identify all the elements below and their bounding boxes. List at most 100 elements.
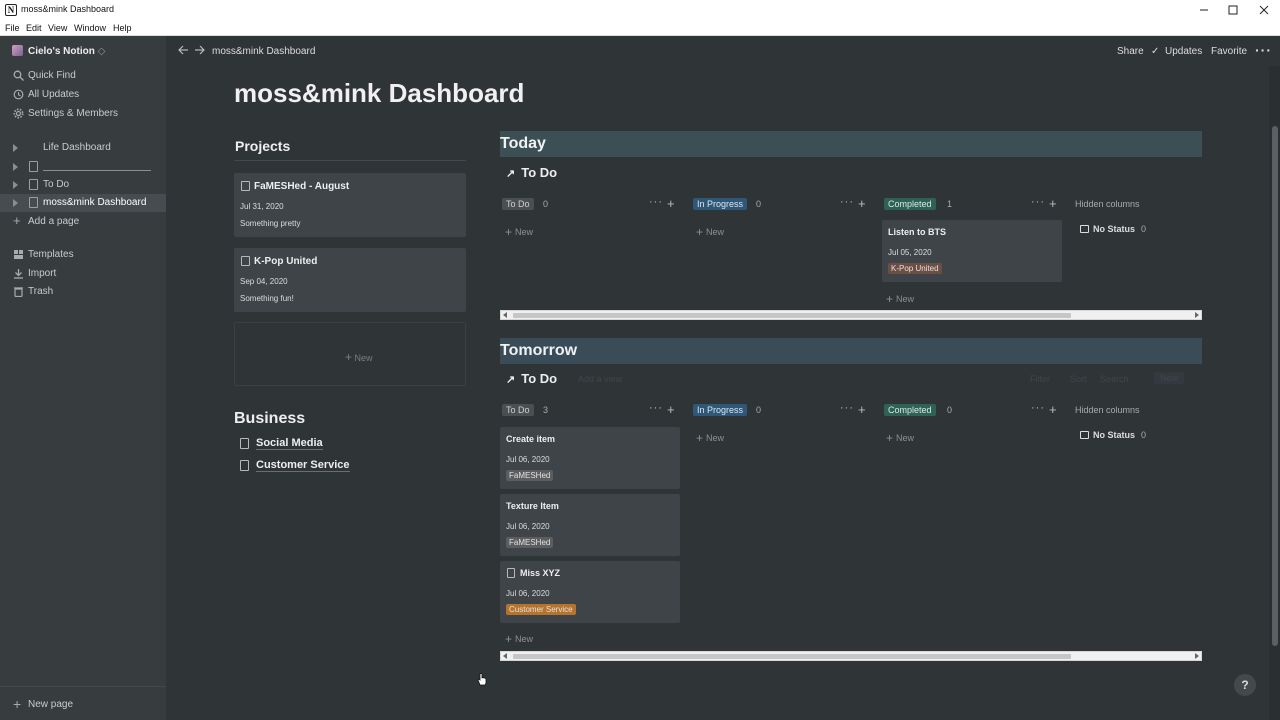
board-new-button[interactable]: + New <box>886 292 915 306</box>
scroll-right-arrow-icon <box>1195 653 1199 659</box>
menu-file[interactable]: File <box>5 23 20 33</box>
sidebar-item-quick-find[interactable]: Quick Find <box>0 67 166 85</box>
maximize-icon[interactable] <box>1226 3 1240 17</box>
column-header-in-progress: In Progress 0 ··· + <box>693 402 869 418</box>
plus-icon: + <box>696 225 704 239</box>
vertical-scrollbar[interactable] <box>1269 66 1280 720</box>
more-icon[interactable]: ··· <box>1031 196 1045 208</box>
sidebar-page-life-dashboard[interactable]: Life Dashboard <box>0 139 166 157</box>
search-button[interactable]: Search <box>1100 374 1129 384</box>
plus-icon[interactable]: + <box>667 402 675 417</box>
tag-chip: FaMESHed <box>506 537 554 548</box>
tag-chip: FaMESHed <box>506 470 554 481</box>
business-heading: Business <box>234 410 306 427</box>
expand-triangle-icon[interactable] <box>13 163 18 171</box>
close-icon[interactable] <box>1257 3 1271 17</box>
page-title: moss&mink Dashboard <box>234 78 525 108</box>
board-new-button[interactable]: + New <box>886 431 915 445</box>
divider <box>234 160 466 161</box>
sidebar-item-trash[interactable]: Trash <box>0 283 166 301</box>
clock-icon <box>13 89 24 100</box>
no-status-column[interactable]: No Status 0 <box>1080 430 1146 440</box>
menu-window[interactable]: Window <box>74 23 107 33</box>
add-view-button[interactable]: Add a view <box>578 374 623 384</box>
back-arrow-icon[interactable] <box>177 44 189 56</box>
workspace-avatar <box>12 45 23 56</box>
board-card[interactable]: Create item Jul 06, 2020 FaMESHed <box>500 427 680 489</box>
menu-help[interactable]: Help <box>113 23 132 33</box>
favorite-button[interactable]: Favorite <box>1211 46 1248 57</box>
sidebar-page-to-do[interactable]: To Do <box>0 176 166 194</box>
board-new-button[interactable]: + New <box>505 225 534 239</box>
no-status-column[interactable]: No Status 0 <box>1080 224 1146 234</box>
column-header-to-do: To Do 3 ··· + <box>502 402 678 418</box>
board-new-button[interactable]: + New <box>505 632 534 646</box>
board-new-button[interactable]: + New <box>696 225 725 239</box>
expand-triangle-icon[interactable] <box>13 144 18 152</box>
more-options-icon[interactable]: ··· <box>1255 42 1272 58</box>
sidebar-add-page[interactable]: + Add a page <box>13 213 80 228</box>
plus-icon: + <box>13 696 22 712</box>
sidebar-item-templates[interactable]: Templates <box>0 246 166 264</box>
section-band-today: Today <box>500 131 1202 157</box>
new-record-button[interactable]: New <box>1154 372 1185 384</box>
menu-bar: File Edit View Window Help <box>0 20 1280 36</box>
plus-icon[interactable]: + <box>858 402 866 417</box>
more-icon[interactable]: ··· <box>1031 402 1045 414</box>
board-card[interactable]: Listen to BTS Jul 05, 2020 K-Pop United <box>882 220 1062 282</box>
horizontal-scrollbar[interactable] <box>500 310 1202 320</box>
notion-app-icon: N <box>5 4 17 16</box>
sidebar-new-page-button[interactable]: + New page <box>0 686 166 720</box>
plus-icon[interactable]: + <box>1049 196 1057 211</box>
horizontal-scrollbar[interactable] <box>500 651 1202 661</box>
share-button[interactable]: Share <box>1117 46 1144 57</box>
filter-button[interactable]: Filter <box>1030 374 1050 384</box>
plus-icon: + <box>505 632 513 646</box>
page-icon <box>241 256 250 266</box>
column-header-in-progress: In Progress 0 ··· + <box>693 196 869 212</box>
plus-icon: + <box>886 292 894 306</box>
sidebar-page-moss-mink-dashboard[interactable]: moss&mink Dashboard <box>0 194 166 212</box>
sidebar-item-all-updates[interactable]: All Updates <box>0 86 166 104</box>
projects-new-button[interactable]: + New <box>234 322 466 386</box>
expand-triangle-icon[interactable] <box>13 199 18 207</box>
sidebar-page-untitled[interactable] <box>0 158 166 176</box>
plus-icon[interactable]: + <box>1049 402 1057 417</box>
hand-cursor-icon <box>476 672 488 686</box>
page-icon <box>240 438 249 449</box>
plus-icon[interactable]: + <box>667 196 675 211</box>
sidebar-item-settings[interactable]: Settings & Members <box>0 105 166 123</box>
board-view-title[interactable]: ↗ To Do <box>506 165 558 180</box>
board-new-button[interactable]: + New <box>696 431 725 445</box>
plus-icon: + <box>696 431 704 445</box>
expand-triangle-icon[interactable] <box>13 181 18 189</box>
help-button[interactable]: ? <box>1234 674 1256 696</box>
project-card[interactable]: K-Pop United Sep 04, 2020 Something fun! <box>234 248 466 312</box>
menu-edit[interactable]: Edit <box>26 23 42 33</box>
plus-icon: + <box>345 350 353 364</box>
plus-icon: + <box>886 431 894 445</box>
page-icon <box>29 161 38 172</box>
board-view-title[interactable]: ↗ To Do <box>506 371 558 386</box>
more-icon[interactable]: ··· <box>840 402 854 414</box>
column-header-completed: Completed 1 ··· + <box>884 196 1060 212</box>
more-icon[interactable]: ··· <box>649 402 663 414</box>
sort-button[interactable]: Sort <box>1070 374 1087 384</box>
more-icon[interactable]: ··· <box>649 196 663 208</box>
more-icon[interactable]: ··· <box>840 196 854 208</box>
board-card[interactable]: Texture Item Jul 06, 2020 FaMESHed <box>500 494 680 556</box>
link-arrow-icon: ↗ <box>506 168 516 180</box>
board-card[interactable]: Miss XYZ Jul 06, 2020 Customer Service <box>500 561 680 623</box>
plus-icon[interactable]: + <box>858 196 866 211</box>
page-icon <box>507 568 515 578</box>
menu-view[interactable]: View <box>48 23 68 33</box>
project-card[interactable]: FaMESHed - August Jul 31, 2020 Something… <box>234 173 466 237</box>
breadcrumb[interactable]: moss&mink Dashboard <box>212 46 316 57</box>
sidebar-item-import[interactable]: Import <box>0 265 166 283</box>
workspace-switcher[interactable]: Cielo's Notion ◇ <box>28 46 106 57</box>
column-header-to-do: To Do 0 ··· + <box>502 196 678 212</box>
minimize-icon[interactable] <box>1197 3 1211 17</box>
forward-arrow-icon[interactable] <box>194 44 206 56</box>
updates-button[interactable]: Updates <box>1165 46 1203 57</box>
trash-icon <box>13 286 24 297</box>
